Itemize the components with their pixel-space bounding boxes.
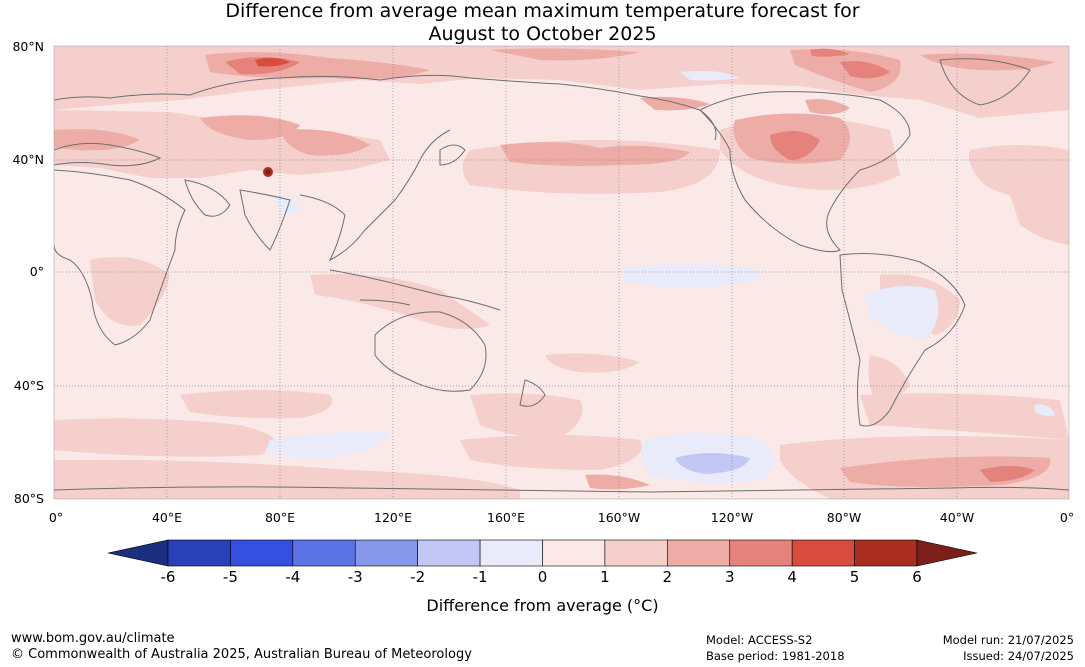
colorbar-arrow-left: [107, 539, 169, 567]
colorbar-segment: [604, 539, 668, 567]
lat-label-40s: 40°S: [13, 378, 44, 393]
footer-model-run: Model run: 21/07/2025: [942, 633, 1074, 647]
lon-label-80w: 80°W: [826, 510, 862, 525]
lat-label-80n: 80°N: [12, 39, 44, 54]
footer-issued: Issued: 24/07/2025: [963, 649, 1074, 663]
colorbar-segment: [167, 539, 231, 567]
anomaly-negative-regions: [265, 70, 1055, 484]
lon-label-0-right: 0°: [1059, 510, 1075, 525]
anomaly-negative-strong-regions: [675, 453, 750, 474]
colorbar-segment: [667, 539, 731, 567]
title-line-1: Difference from average mean maximum tem…: [225, 0, 860, 22]
colorbar-tick-label: -4: [285, 568, 301, 586]
colorbar-segment: [479, 539, 543, 567]
lon-label-40w: 40°W: [939, 510, 975, 525]
colorbar-segment: [729, 539, 793, 567]
colorbar-tick-label: 3: [724, 568, 735, 586]
lat-label-80s: 80°S: [13, 491, 44, 506]
lon-label-160w: 160°W: [597, 510, 641, 525]
coastlines: [54, 58, 1069, 493]
lon-label-120e: 120°E: [373, 510, 413, 525]
colorbar-tick-label: -5: [222, 568, 238, 586]
footer-model: Model: ACCESS-S2: [706, 633, 813, 647]
forecast-map: [53, 45, 1070, 500]
colorbar-tick-label: -1: [472, 568, 488, 586]
lon-label-120w: 120°W: [710, 510, 754, 525]
colorbar: [107, 539, 978, 567]
colorbar-tick-label: 4: [787, 568, 797, 586]
footer-base-period: Base period: 1981-2018: [706, 649, 845, 663]
colorbar-tick-label: 1: [600, 568, 610, 586]
colorbar-tick-label: 2: [662, 568, 673, 586]
colorbar-arrow-right: [916, 539, 978, 567]
colorbar-segment: [542, 539, 606, 567]
colorbar-segment: [292, 539, 356, 567]
lat-label-0: 0°: [29, 264, 44, 279]
colorbar-segment: [791, 539, 855, 567]
title-line-2: August to October 2025: [428, 23, 657, 45]
lon-label-40e: 40°E: [151, 510, 183, 525]
map-frame: [53, 45, 1070, 500]
lon-label-0-left: 0°: [48, 510, 64, 525]
anomaly-4-5-regions: [255, 57, 290, 177]
lon-label-160e: 160°E: [486, 510, 526, 525]
colorbar-segment: [354, 539, 418, 567]
colorbar-tick-label: 5: [849, 568, 860, 586]
colorbar-tick-label: 0: [537, 568, 548, 586]
map-gridlines: [54, 46, 1069, 499]
colorbar-label: Difference from average (°C): [426, 596, 659, 615]
colorbar-segment: [854, 539, 918, 567]
colorbar-segment: [417, 539, 481, 567]
colorbar-tick-label: -6: [160, 568, 176, 586]
footer-website[interactable]: www.bom.gov.au/climate: [11, 631, 175, 646]
colorbar-segments: [107, 539, 978, 567]
lat-label-40n: 40°N: [12, 152, 44, 167]
colorbar-segment: [230, 539, 294, 567]
colorbar-tick-label: -3: [347, 568, 363, 586]
footer-copyright: © Commonwealth of Australia 2025, Austra…: [11, 647, 472, 662]
lon-label-80e: 80°E: [264, 510, 296, 525]
chart-title: Difference from average mean maximum tem…: [0, 0, 1085, 46]
colorbar-tick-label: -2: [410, 568, 426, 586]
colorbar-tick-label: 6: [912, 568, 922, 586]
